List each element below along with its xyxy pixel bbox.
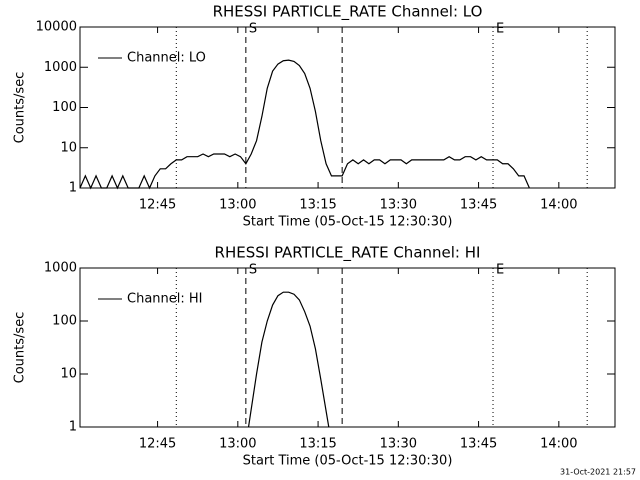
x-tick-label: 14:00 bbox=[540, 437, 577, 452]
event-marker: S bbox=[249, 22, 257, 37]
y-tick-label: 1000 bbox=[44, 60, 77, 75]
chart-title: RHESSI PARTICLE_RATE Channel: LO bbox=[213, 3, 483, 22]
y-tick-label: 10 bbox=[60, 367, 77, 382]
series-line bbox=[247, 291, 330, 428]
x-tick-label: 13:15 bbox=[299, 198, 336, 213]
y-tick-label: 10000 bbox=[36, 20, 77, 35]
series-line bbox=[79, 59, 530, 190]
x-tick-label: 13:45 bbox=[460, 437, 497, 452]
x-tick-label: 13:30 bbox=[380, 437, 417, 452]
y-axis-label: Counts/sec bbox=[13, 312, 28, 384]
x-tick-label: 12:45 bbox=[139, 437, 176, 452]
y-tick-label: 10 bbox=[60, 140, 77, 155]
x-tick-label: 13:30 bbox=[380, 198, 417, 213]
plot-frame bbox=[79, 267, 616, 428]
y-tick-label: 100 bbox=[52, 314, 77, 329]
chart-title: RHESSI PARTICLE_RATE Channel: HI bbox=[215, 244, 481, 263]
event-marker: S bbox=[249, 263, 257, 278]
event-marker: E bbox=[496, 263, 504, 278]
legend-label: Channel: HI bbox=[127, 292, 203, 307]
y-tick-label: 1000 bbox=[44, 261, 77, 276]
y-tick-label: 100 bbox=[52, 100, 77, 115]
y-tick-label: 1 bbox=[69, 181, 77, 196]
timestamp: 31-Oct-2021 21:57 bbox=[560, 468, 636, 477]
event-marker: E bbox=[496, 22, 504, 37]
x-tick-label: 14:00 bbox=[540, 198, 577, 213]
x-axis-label: Start Time (05-Oct-15 12:30:30) bbox=[243, 215, 453, 230]
x-axis-label: Start Time (05-Oct-15 12:30:30) bbox=[243, 454, 453, 469]
x-tick-label: 13:00 bbox=[219, 437, 256, 452]
x-tick-label: 13:00 bbox=[219, 198, 256, 213]
x-tick-label: 13:15 bbox=[299, 437, 336, 452]
x-tick-label: 13:45 bbox=[460, 198, 497, 213]
y-axis-label: Counts/sec bbox=[13, 72, 28, 144]
x-tick-label: 12:45 bbox=[139, 198, 176, 213]
y-tick-label: 1 bbox=[69, 420, 77, 435]
legend-label: Channel: LO bbox=[127, 51, 206, 66]
